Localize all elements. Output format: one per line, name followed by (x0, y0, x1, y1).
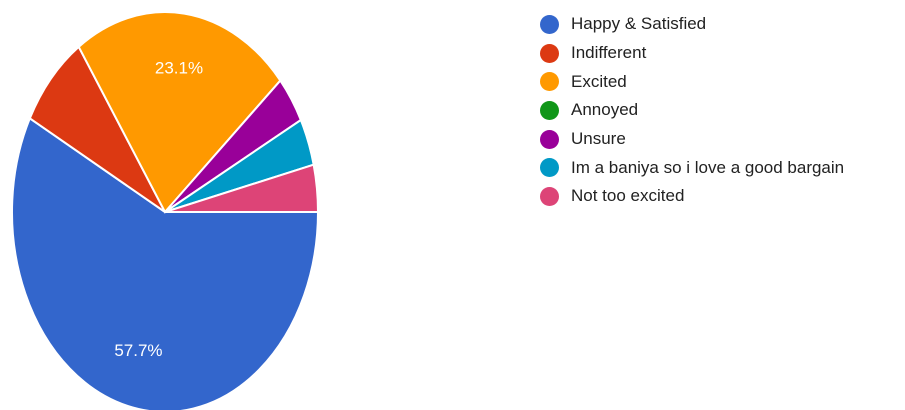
slice-happy-satisfied (11, 116, 320, 410)
legend-swatch (540, 100, 559, 120)
legend-label: Happy & Satisfied (571, 14, 707, 34)
legend-item: Unsure (540, 125, 844, 154)
slice-indifferent (28, 45, 166, 213)
pie-chart: 57.7% 23.1% (11, 11, 320, 410)
slice-not-too-excited (164, 163, 320, 213)
legend-swatch (540, 186, 559, 206)
legend-item: Im a baniya so i love a good bargain (540, 153, 844, 182)
legend-label: Excited (571, 71, 627, 91)
legend-item: Annoyed (540, 96, 844, 125)
legend-swatch (540, 43, 559, 63)
pie-slices (11, 11, 320, 410)
legend-item: Not too excited (540, 182, 844, 211)
legend: Happy & Satisfied Indifferent Excited Annoy… (540, 10, 844, 211)
legend-label: Unsure (571, 129, 626, 149)
legend-label: Indifferent (571, 43, 647, 63)
legend-item: Indifferent (540, 39, 844, 68)
legend-label: Im a baniya so i love a good bargain (571, 157, 845, 177)
slice-labels: 57.7% 23.1% (114, 59, 203, 361)
slice-value-label: 23.1% (155, 59, 203, 78)
slice-excited (77, 11, 282, 214)
legend-swatch (540, 129, 559, 149)
slice-value-label: 57.7% (114, 341, 162, 360)
legend-label: Annoyed (571, 100, 639, 120)
legend-swatch (540, 72, 559, 92)
legend-item: Excited (540, 67, 844, 96)
legend-item: Happy & Satisfied (540, 10, 844, 39)
legend-swatch (540, 14, 559, 34)
legend-label: Not too excited (571, 186, 685, 206)
legend-swatch (540, 158, 559, 178)
